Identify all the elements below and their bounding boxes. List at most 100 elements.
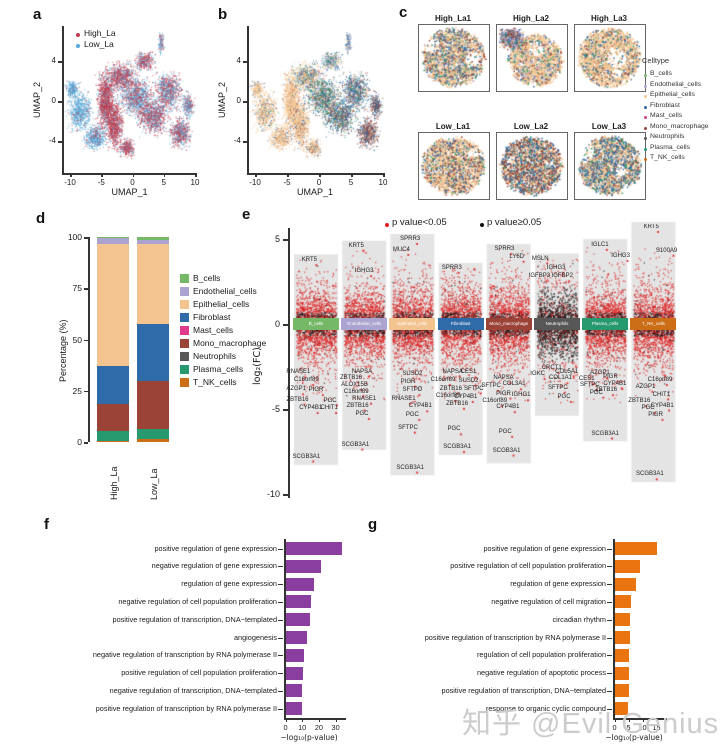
- tick: [243, 61, 247, 63]
- tick: [84, 442, 88, 444]
- thumbnail: [574, 24, 646, 92]
- go-term-label: positive regulation of gene expression: [483, 543, 606, 553]
- tick: [243, 101, 247, 103]
- legend-swatch: [180, 287, 189, 296]
- tick-label: 15: [652, 723, 661, 732]
- go-term-label: angiogenesis: [233, 632, 277, 642]
- gene-label: SFTPC: [463, 385, 484, 392]
- gene-label: CYP4B1: [603, 380, 627, 387]
- tick: [278, 619, 283, 621]
- tick: [607, 690, 612, 693]
- axis-y: [284, 539, 286, 718]
- gene-label: C16orf89: [343, 389, 369, 395]
- legend-label: Low_La: [84, 39, 114, 49]
- legend-swatch: [644, 137, 647, 140]
- tick-label: -5: [271, 404, 280, 414]
- gene-label: ZBTB16: [339, 374, 363, 381]
- gene-label: RNASE1: [286, 369, 311, 376]
- go-term-label: negative regulation of transcription by …: [92, 650, 277, 660]
- legend-label: Endothelial_cells: [650, 80, 702, 88]
- tick: [58, 141, 62, 143]
- gene-label: NAPSA: [493, 375, 514, 382]
- thumbnail: [496, 24, 568, 92]
- panel-d-label: d: [36, 210, 46, 227]
- tick: [84, 390, 88, 393]
- legend-swatch: [180, 274, 189, 283]
- tick: [607, 673, 612, 675]
- tick-label: 0: [236, 96, 241, 105]
- gene-label: C16orf89: [482, 398, 508, 405]
- legend-label: B_cells: [650, 70, 672, 77]
- legend-swatch: [644, 105, 647, 109]
- tick-label: 10: [378, 178, 388, 187]
- gene-label: SFTPC: [481, 383, 502, 390]
- bar-segment-T_NK_cells: [97, 440, 129, 442]
- gene-label: C16orf89: [647, 377, 673, 384]
- gene-label: KRT5: [301, 257, 318, 264]
- gene-label: SCGB3A1: [591, 430, 620, 437]
- tick-label: 25: [72, 385, 82, 396]
- tick: [278, 655, 283, 657]
- axis-y: [62, 26, 64, 173]
- gene-label: C16orf89: [435, 393, 461, 400]
- go-bar: [285, 559, 321, 573]
- legend-swatch: [385, 223, 389, 227]
- tick-label: 10: [638, 723, 647, 732]
- legend-swatch: [644, 158, 647, 161]
- thumbnail: [418, 24, 490, 92]
- legend-label: Plasma_cells: [193, 364, 244, 374]
- panel-a-label: a: [33, 6, 42, 23]
- go-term-label: negative regulation of cell population p…: [118, 596, 277, 606]
- gene-label: COL1A1: [549, 375, 573, 382]
- tick: [607, 655, 612, 657]
- panel-c-label: c: [399, 4, 408, 21]
- gene-label: RNASE1: [352, 395, 377, 402]
- tick-label: 4: [236, 56, 241, 65]
- gene-label: PIGR: [648, 411, 663, 418]
- axis-y: [613, 539, 615, 718]
- tick-label: -4: [48, 136, 56, 145]
- subplot-title: Low_La3: [591, 122, 627, 131]
- tick: [278, 548, 283, 550]
- bar-segment-Endothelial_cells: [137, 240, 169, 245]
- gene-label: NAPSA: [351, 368, 373, 375]
- gene-label: PGC: [355, 411, 369, 418]
- gene-label: CYP4B1: [408, 403, 432, 410]
- legend-label: Fibroblast: [650, 101, 680, 109]
- legend-label: Mast_cells: [650, 112, 683, 119]
- celltype-band: [485, 318, 532, 330]
- gene-label: COL5A1: [555, 368, 579, 375]
- legend-swatch: [644, 147, 647, 151]
- tick: [351, 173, 353, 177]
- go-term-label: negative regulation of apoptotic process: [477, 668, 606, 678]
- subplot-title: High_La2: [512, 14, 549, 23]
- legend-label: T_NK_cells: [650, 154, 685, 161]
- go-bar: [614, 613, 630, 627]
- axis-y: [288, 228, 290, 498]
- tick: [607, 566, 612, 568]
- celltype-band: [341, 318, 388, 330]
- tick: [607, 584, 612, 586]
- tick: [318, 718, 321, 722]
- bar-segment-Plasma_cells: [97, 430, 129, 441]
- gene-label: ZBTB16: [446, 400, 469, 407]
- tick: [607, 619, 612, 621]
- go-term-label: positive regulation of gene expression: [154, 543, 277, 553]
- legend-swatch: [76, 33, 80, 37]
- gene-label: IGHG3: [354, 268, 374, 275]
- go-bar: [614, 648, 630, 662]
- tick-label: 50: [72, 334, 82, 345]
- tick: [58, 61, 62, 63]
- umap-scatter-a: [62, 26, 197, 173]
- tick: [607, 601, 612, 604]
- gene-label: ZBTB16: [595, 387, 618, 394]
- tick-label: -4: [233, 136, 241, 145]
- x-axis-label: UMAP_1: [111, 187, 148, 197]
- tick: [642, 718, 644, 722]
- go-bar: [614, 559, 640, 573]
- y-axis-label: UMAP_2: [32, 81, 42, 118]
- legend-label: Neutrophils: [193, 351, 236, 361]
- gene-label: AZGP1: [590, 370, 610, 377]
- gene-label: PIGR: [308, 387, 324, 394]
- bar-segment-Mono_macrophage: [97, 404, 129, 431]
